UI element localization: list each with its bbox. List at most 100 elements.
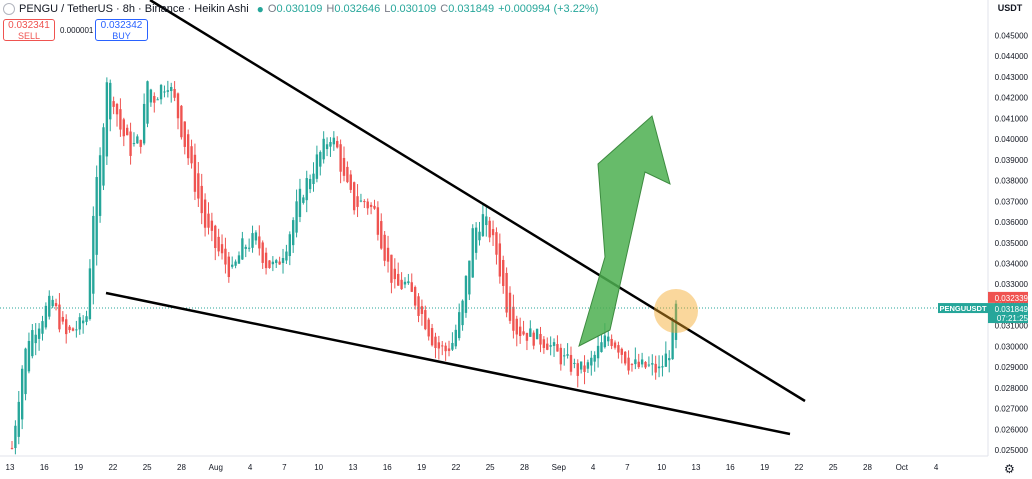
candle-body (569, 354, 573, 372)
candle-body (397, 273, 400, 286)
candle-body (288, 234, 291, 257)
candle-body (512, 306, 515, 331)
candle-body (508, 292, 512, 321)
candle-body (607, 336, 610, 342)
breakout-highlight[interactable] (654, 289, 698, 333)
candle-body (54, 303, 58, 307)
time-tick-label: 22 (108, 463, 117, 472)
candle-body (224, 248, 227, 265)
candle-body (329, 141, 332, 147)
candle-body (403, 281, 407, 285)
price-tick-label: 0.045000 (995, 32, 1029, 41)
candle-body (149, 89, 153, 103)
candle-body (24, 348, 27, 395)
candle-body (78, 317, 81, 330)
time-tick-label: 16 (40, 463, 49, 472)
plot-area (0, 0, 988, 456)
time-tick-label: 7 (625, 463, 630, 472)
time-tick-label: 25 (143, 463, 152, 472)
price-tick-label: 0.025000 (995, 446, 1029, 455)
candle-body (498, 243, 502, 277)
candle-body (539, 333, 542, 345)
candle-body (620, 348, 623, 355)
symbol-tag-bg (938, 303, 988, 314)
candle-body (48, 295, 51, 317)
breakout-arrow[interactable] (578, 115, 671, 347)
lower-trendline[interactable] (105, 291, 791, 436)
candle-body (457, 312, 461, 339)
candle-body (430, 328, 434, 346)
candle-body (71, 328, 75, 331)
price-tick-label: 0.037000 (995, 197, 1029, 206)
candle-body (319, 152, 322, 167)
candle-body (400, 279, 403, 290)
candle-body (136, 136, 139, 144)
candle-body (146, 81, 149, 124)
candle-body (583, 365, 586, 372)
circle-icon[interactable] (3, 3, 15, 15)
price-axis-bg (988, 0, 1032, 479)
candle-body (376, 207, 380, 235)
candle-body (657, 366, 661, 369)
price-tick-label: 0.028000 (995, 384, 1029, 393)
chart-grid (0, 0, 988, 456)
candle-body (234, 261, 237, 266)
candle-body (119, 109, 122, 130)
candle-body (197, 173, 200, 199)
candle-body (271, 261, 275, 265)
time-tick-label: 4 (248, 463, 253, 472)
candle-body (278, 261, 281, 265)
candle-body (159, 84, 163, 100)
candle-body (102, 127, 105, 186)
candle-body (176, 93, 180, 119)
change-value: +0.000994 (+3.22%) (498, 3, 599, 15)
candle-body (332, 137, 336, 145)
candle-body (237, 255, 241, 264)
candle-body (14, 425, 17, 449)
candle-body (420, 306, 424, 314)
time-tick-label: 13 (6, 463, 15, 472)
candle-body (163, 91, 166, 93)
buy-label: BUY (112, 31, 131, 41)
candle-body (105, 82, 109, 157)
candle-body (522, 331, 525, 335)
candles (0, 77, 988, 455)
symbol-title[interactable]: PENGU / TetherUS · 8h · Binance · Heikin… (19, 3, 249, 15)
candle-body (474, 227, 478, 253)
open-value: 0.030109 (276, 3, 323, 15)
candle-body (424, 310, 427, 330)
time-tick-label: 13 (692, 463, 701, 472)
time-tick-label: 4 (591, 463, 596, 472)
candle-body (68, 326, 71, 331)
sell-label: SELL (17, 31, 41, 41)
candle-body (651, 363, 654, 365)
upper-trendline[interactable] (149, 0, 806, 403)
candle-body (593, 354, 596, 362)
price-tick-label: 0.036000 (995, 218, 1029, 227)
buy-button[interactable]: 0.032342 BUY (95, 19, 148, 41)
candle-body (139, 139, 142, 147)
candle-body (640, 359, 644, 365)
time-tick-label: 7 (282, 463, 287, 472)
price-tick-label: 0.038000 (995, 177, 1029, 186)
candle-body (437, 342, 441, 349)
candle-body (61, 316, 65, 322)
candle-body (180, 105, 183, 138)
buy-price: 0.032342 (100, 20, 143, 31)
sell-button[interactable]: 0.032341 SELL (3, 19, 55, 41)
candle-body (200, 185, 203, 214)
time-tick-label: Sep (552, 463, 567, 472)
candle-body (590, 357, 593, 366)
candle-body (566, 354, 569, 356)
candle-body (386, 247, 390, 262)
price-tick-label: 0.034000 (995, 259, 1029, 268)
currency-selector[interactable]: USDT (997, 3, 1023, 13)
candle-body (630, 364, 634, 366)
candle-body (210, 220, 214, 231)
candle-body (352, 182, 356, 211)
candle-body (613, 342, 617, 348)
gear-icon[interactable]: ⚙ (1004, 462, 1015, 476)
price-tick-label: 0.040000 (995, 135, 1029, 144)
last-price-tag-bg (988, 303, 1028, 324)
